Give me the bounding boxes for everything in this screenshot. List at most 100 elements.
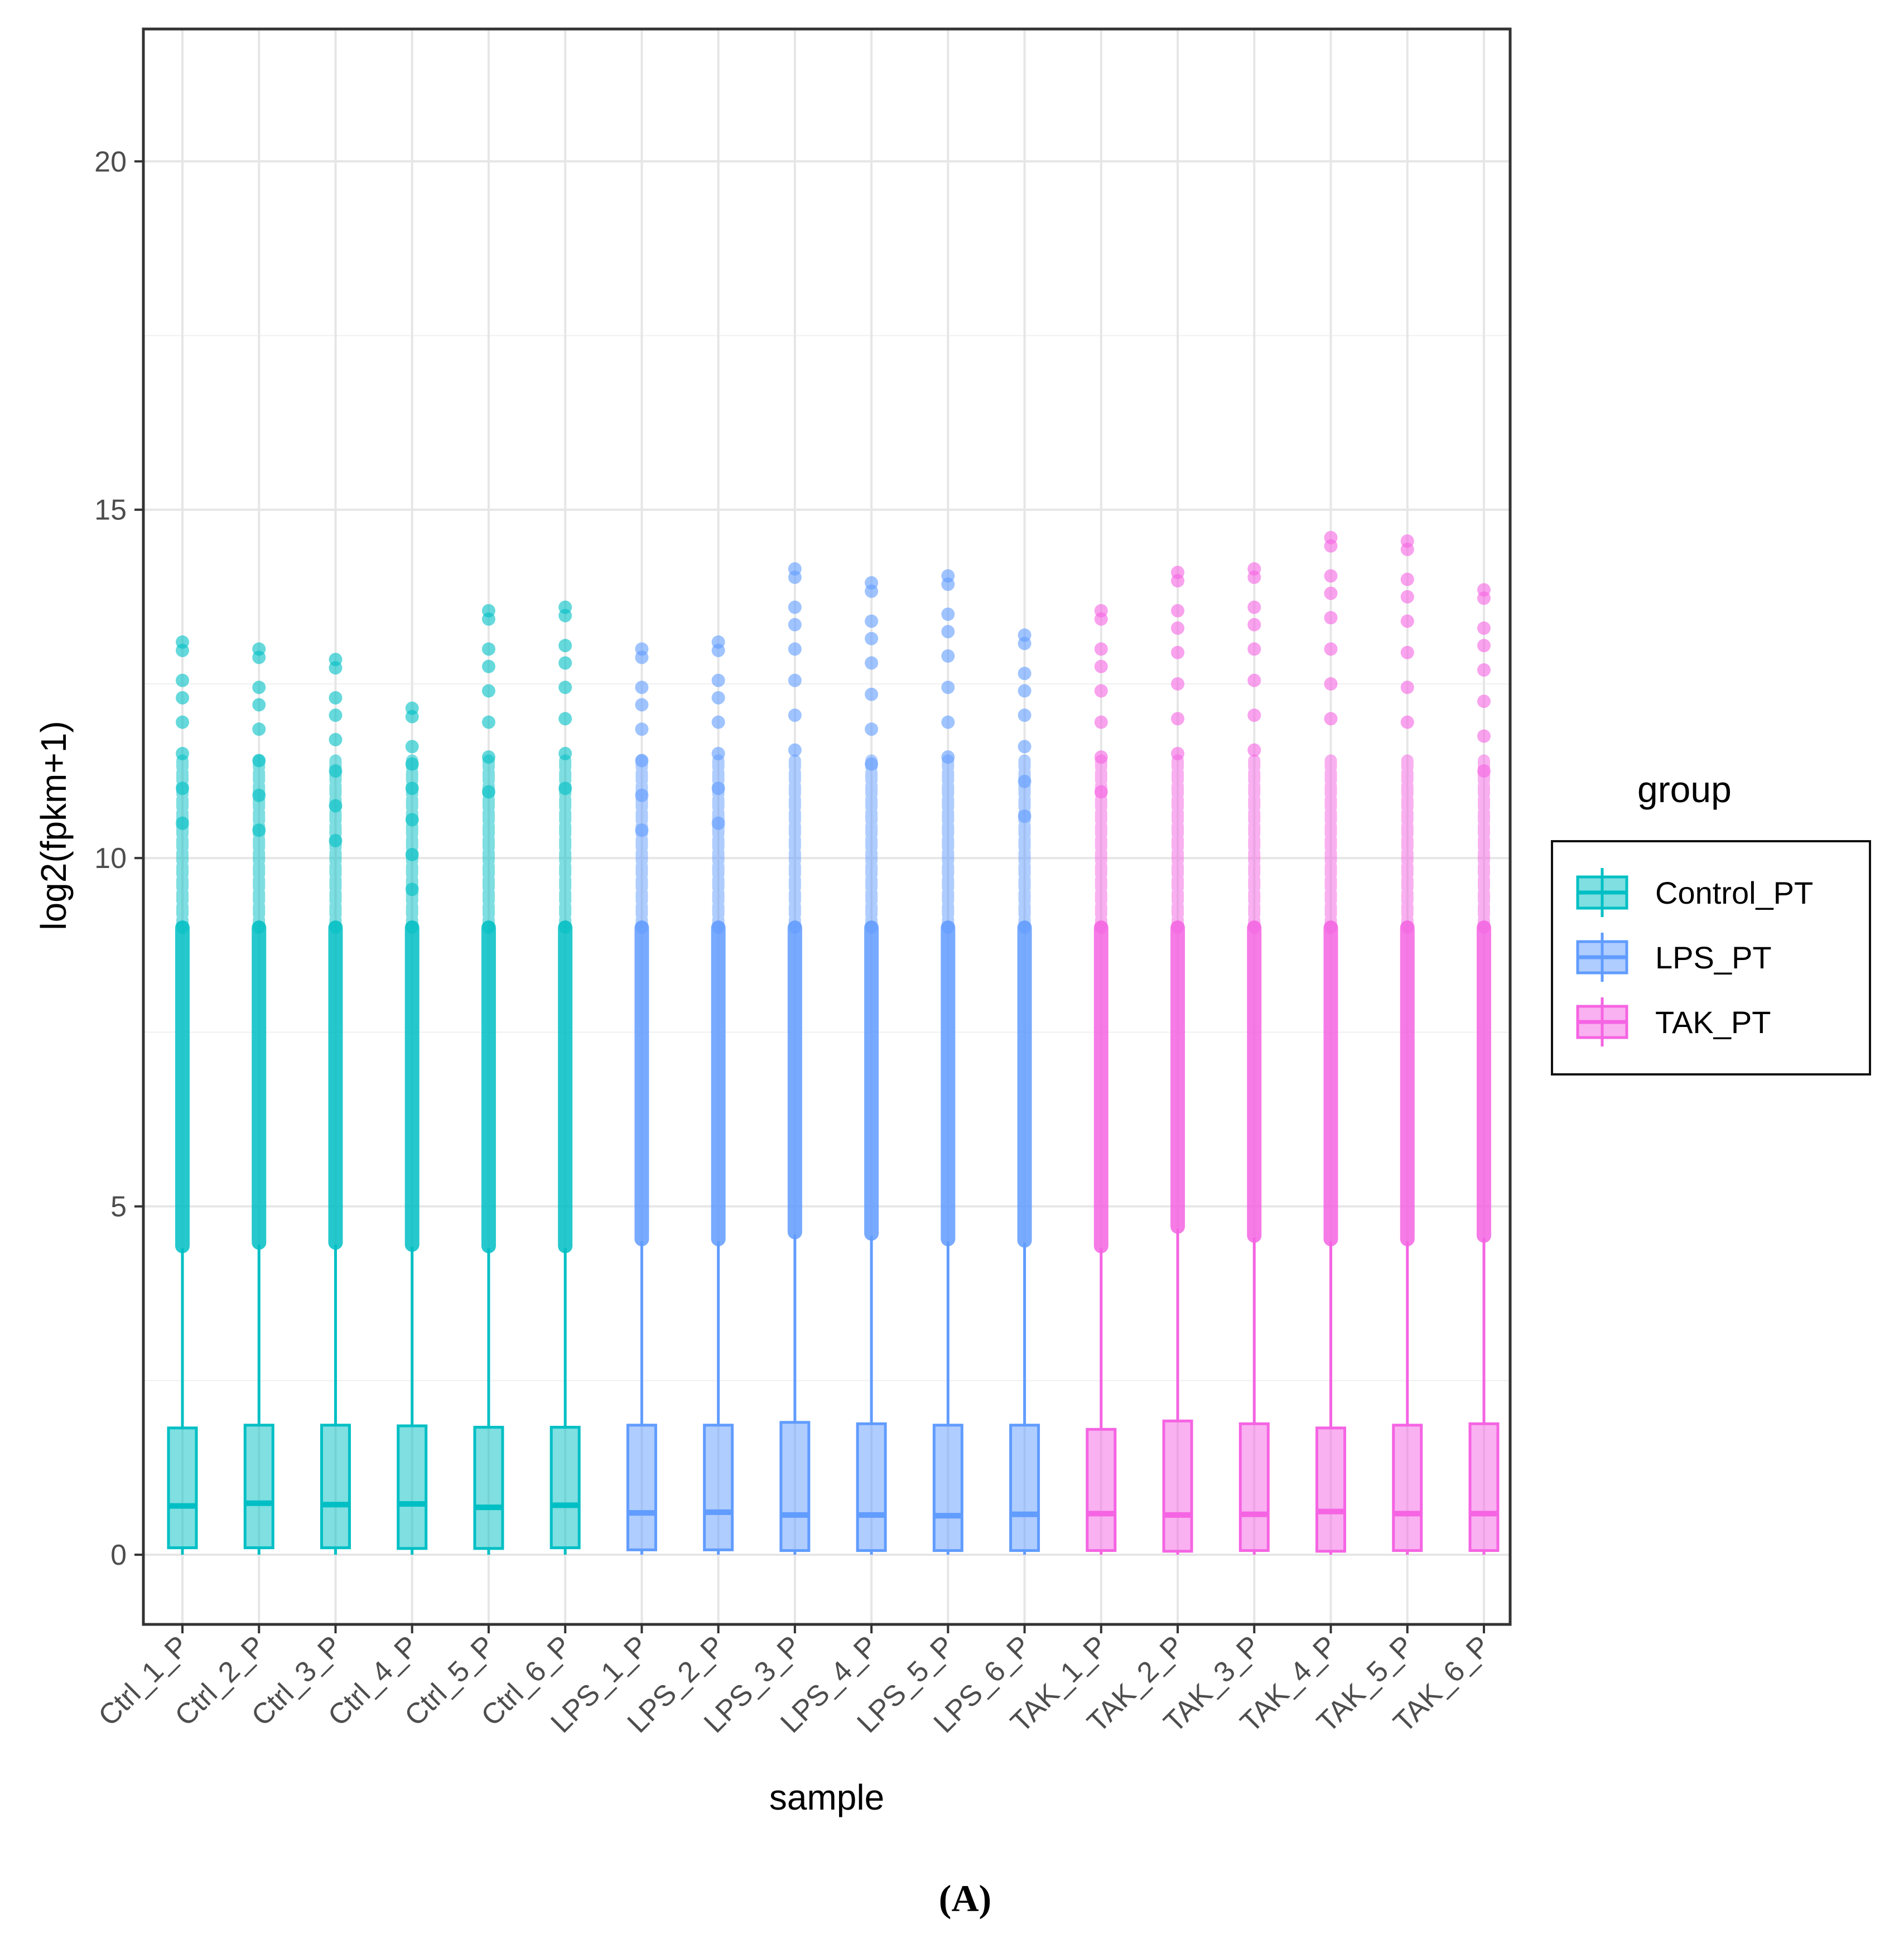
outlier-point	[865, 722, 879, 736]
y-axis-title: log2(fpkm+1)	[33, 721, 74, 930]
sample-box-TAK_6_P	[1468, 583, 1500, 1555]
outlier-point	[1171, 604, 1185, 618]
outlier-point	[635, 650, 649, 664]
box-iqr	[1162, 1419, 1193, 1553]
outlier-point	[405, 882, 419, 896]
outlier-point	[865, 614, 879, 628]
outlier-point	[1324, 539, 1338, 553]
box-iqr	[779, 1421, 811, 1552]
outlier-point	[865, 687, 879, 701]
outlier-point	[1094, 642, 1108, 656]
outlier-point	[1477, 621, 1491, 635]
sample-box-Ctrl_2_P	[243, 642, 274, 1555]
outlier-point	[329, 799, 343, 813]
outlier-point	[1324, 712, 1338, 726]
sample-box-LPS_1_P	[626, 642, 657, 1555]
x-axis-title: sample	[769, 1777, 884, 1817]
outlier-point	[329, 764, 343, 778]
outlier-point	[405, 847, 419, 861]
sample-box-LPS_5_P	[932, 569, 963, 1555]
box-iqr	[1315, 1426, 1347, 1553]
outlier-point	[481, 684, 495, 698]
outlier-point	[558, 681, 572, 694]
outlier-point	[788, 618, 802, 631]
outlier-point	[1018, 774, 1031, 788]
outlier-point	[1400, 542, 1414, 556]
box-iqr	[243, 1424, 274, 1550]
outlier-point	[1400, 715, 1414, 729]
outlier-point	[481, 785, 495, 799]
outlier-point	[405, 710, 419, 724]
outlier-point	[1018, 740, 1031, 754]
outlier-point	[558, 712, 572, 726]
outlier-point	[329, 833, 343, 847]
legend-label-LPS_PT: LPS_PT	[1655, 940, 1772, 975]
legend: group Control_PT LPS_PT TAK_PT	[1551, 769, 1871, 1075]
outlier-point	[788, 570, 802, 584]
outlier-point	[176, 715, 189, 729]
outlier-point	[941, 750, 955, 764]
outlier-point	[941, 649, 955, 663]
sample-box-Ctrl_4_P	[397, 701, 428, 1555]
outlier-point	[176, 691, 189, 705]
outlier-point	[1477, 764, 1491, 778]
outlier-point	[865, 656, 879, 670]
outlier-point	[1018, 636, 1031, 650]
outlier-point	[788, 708, 802, 722]
outlier-point	[252, 788, 266, 802]
outlier-point	[1324, 586, 1338, 600]
outlier-point	[1171, 712, 1185, 726]
outlier-point	[635, 722, 649, 736]
outlier-point	[558, 609, 572, 623]
sample-box-Ctrl_6_P	[549, 600, 581, 1555]
sample-box-LPS_2_P	[703, 635, 734, 1555]
box-iqr	[167, 1426, 198, 1550]
box-iqr	[1238, 1422, 1270, 1552]
outlier-point	[1477, 729, 1491, 743]
outlier-point	[252, 650, 266, 664]
outlier-point	[711, 715, 725, 729]
outlier-point	[941, 625, 955, 639]
outlier-point	[481, 715, 495, 729]
panel-background	[143, 29, 1510, 1624]
outlier-point	[941, 715, 955, 729]
y-axis-ticks: 0 5 10 15 20	[94, 146, 143, 1571]
outlier-point	[1094, 612, 1108, 626]
outlier-point	[558, 656, 572, 670]
outlier-point	[1094, 659, 1108, 673]
outlier-point	[1247, 708, 1261, 722]
outlier-point	[711, 816, 725, 830]
outlier-point	[176, 644, 189, 658]
outlier-point	[329, 708, 343, 722]
outlier-point	[1477, 663, 1491, 677]
outlier-point	[941, 681, 955, 694]
outlier-point	[711, 782, 725, 795]
outlier-point	[711, 746, 725, 760]
minor-gridlines	[143, 335, 1510, 1381]
outlier-point	[558, 782, 572, 795]
x-axis-ticks: Ctrl_1_PCtrl_2_PCtrl_3_PCtrl_4_PCtrl_5_P…	[92, 1624, 1496, 1739]
outlier-point	[865, 631, 879, 645]
outlier-point	[481, 612, 495, 626]
outlier-point	[558, 639, 572, 653]
y-tick-label: 10	[94, 842, 127, 875]
outlier-point	[941, 607, 955, 621]
outlier-point	[1171, 621, 1185, 635]
outlier-point	[1477, 694, 1491, 708]
outlier-point	[711, 691, 725, 705]
outlier-point	[1247, 618, 1261, 631]
box-iqr	[1086, 1427, 1117, 1552]
outlier-point	[1247, 673, 1261, 687]
outlier-point	[1400, 645, 1414, 659]
outlier-point	[1247, 743, 1261, 757]
outlier-point	[1477, 639, 1491, 653]
outlier-point	[405, 740, 419, 754]
legend-label-TAK_PT: TAK_PT	[1655, 1005, 1771, 1040]
outlier-point	[865, 584, 879, 598]
y-tick-label: 20	[94, 146, 127, 178]
outlier-point	[1324, 569, 1338, 583]
outlier-point	[176, 816, 189, 830]
outlier-point	[788, 673, 802, 687]
outlier-point	[1171, 746, 1185, 760]
